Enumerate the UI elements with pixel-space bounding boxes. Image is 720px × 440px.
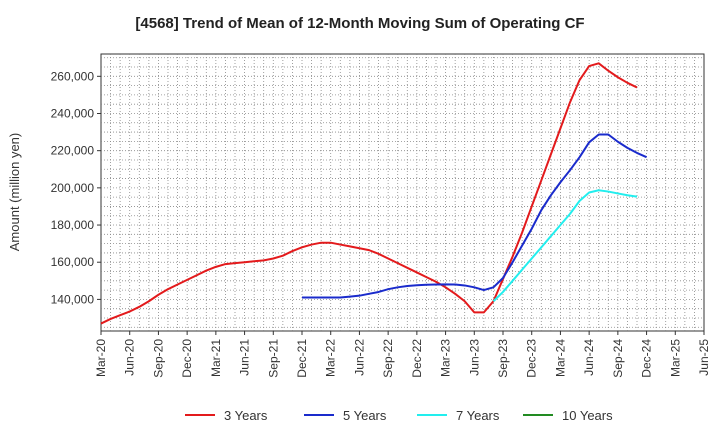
x-tick-label: Dec-24: [640, 339, 654, 378]
x-axis-ticks: Mar-20 Jun-20 Sep-20 Dec-20 Mar-21 Jun-21 Sep-…: [94, 331, 711, 378]
series-line-5-years: [302, 133, 647, 299]
legend: 3 Years 5 Years 7 Years 10 Years: [185, 408, 613, 423]
y-tick-label: 140,000: [51, 292, 95, 306]
x-tick-label: Jun-24: [582, 339, 596, 376]
legend-label: 3 Years: [224, 408, 268, 423]
y-tick-label: 200,000: [51, 181, 95, 195]
x-tick-label: Dec-23: [525, 339, 539, 378]
x-tick-label: Sep-20: [151, 339, 165, 378]
x-tick-label: Jun-25: [697, 339, 711, 376]
legend-item-10-years: 10 Years: [523, 408, 613, 423]
series-lines: [100, 62, 647, 325]
legend-item-7-years: 7 Years: [417, 408, 500, 423]
y-axis-ticks: 140,000 160,000 180,000 200,000 220,000 240,0…: [51, 69, 101, 306]
legend-label: 5 Years: [343, 408, 387, 423]
x-tick-label: Mar-22: [324, 339, 338, 377]
x-tick-label: Sep-24: [611, 339, 625, 378]
x-tick-label: Mar-20: [94, 339, 108, 377]
plot-area: [100, 53, 705, 332]
x-tick-label: Dec-20: [180, 339, 194, 378]
x-tick-label: Mar-24: [553, 339, 567, 377]
x-tick-label: Jun-22: [352, 339, 366, 376]
x-tick-label: Jun-23: [467, 339, 481, 376]
x-tick-label: Mar-21: [209, 339, 223, 377]
x-tick-label: Dec-22: [410, 339, 424, 378]
legend-label: 7 Years: [456, 408, 500, 423]
chart-title: [4568] Trend of Mean of 12-Month Moving …: [135, 15, 584, 32]
x-tick-label: Mar-23: [439, 339, 453, 377]
y-tick-label: 240,000: [51, 106, 95, 120]
x-tick-label: Jun-20: [123, 339, 137, 376]
x-tick-label: Sep-21: [266, 339, 280, 378]
y-axis-label: Amount (million yen): [7, 133, 22, 252]
series-line-3-years: [100, 62, 638, 325]
y-tick-label: 260,000: [51, 69, 95, 83]
legend-label: 10 Years: [562, 408, 613, 423]
x-tick-label: Jun-21: [238, 339, 252, 376]
series-line-7-years: [492, 189, 638, 302]
y-tick-label: 160,000: [51, 255, 95, 269]
x-tick-label: Sep-23: [496, 339, 510, 378]
x-tick-label: Sep-22: [381, 339, 395, 378]
legend-item-3-years: 3 Years: [185, 408, 268, 423]
x-tick-label: Dec-21: [295, 339, 309, 378]
x-tick-label: Mar-25: [668, 339, 682, 377]
legend-item-5-years: 5 Years: [304, 408, 387, 423]
y-tick-label: 220,000: [51, 144, 95, 158]
y-tick-label: 180,000: [51, 218, 95, 232]
